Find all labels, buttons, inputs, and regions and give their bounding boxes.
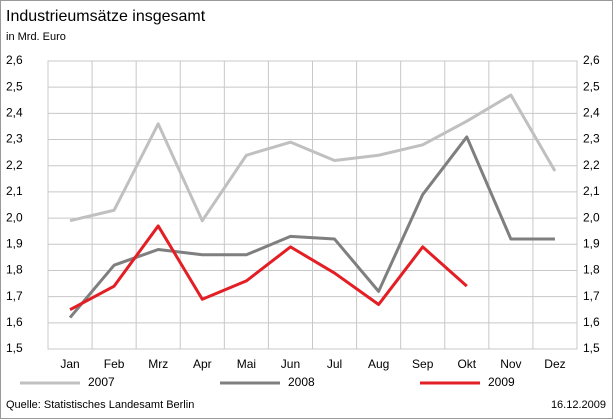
chart-subtitle: in Mrd. Euro	[6, 31, 66, 43]
legend-label: 2009	[488, 375, 515, 389]
x-tick-label: Apr	[193, 357, 212, 371]
x-tick-label: Okt	[457, 357, 476, 371]
x-tick-label: Feb	[104, 357, 125, 371]
y2-tick-label: 2,2	[583, 158, 600, 172]
y2-tick-label: 2,6	[583, 53, 600, 67]
x-tick-label: Mrz	[148, 357, 168, 371]
date: 16.12.2009	[551, 399, 606, 411]
y2-tick-label: 2,0	[583, 210, 600, 224]
chart-title: Industrieumsätze insgesamt	[6, 8, 206, 25]
y2-tick-label: 1,6	[583, 315, 600, 329]
legend-label: 2008	[288, 375, 315, 389]
y-tick-label: 2,5	[6, 79, 23, 93]
y-tick-label: 2,0	[6, 210, 23, 224]
y-tick-label: 2,2	[6, 158, 23, 172]
x-tick-label: Jun	[281, 357, 300, 371]
y-tick-label: 1,8	[6, 263, 23, 277]
y2-tick-label: 1,7	[583, 289, 600, 303]
x-tick-label: Dez	[544, 357, 565, 371]
y2-tick-label: 2,1	[583, 184, 600, 198]
y-tick-label: 2,1	[6, 184, 23, 198]
x-tick-label: Jul	[327, 357, 342, 371]
x-tick-label: Jan	[60, 357, 79, 371]
y2-tick-label: 2,5	[583, 79, 600, 93]
y2-tick-label: 2,3	[583, 132, 600, 146]
legend-label: 2007	[88, 375, 115, 389]
y-tick-label: 2,3	[6, 132, 23, 146]
y2-tick-label: 1,8	[583, 263, 600, 277]
y-tick-label: 1,9	[6, 236, 23, 250]
x-tick-label: Mai	[237, 357, 256, 371]
y2-tick-label: 1,5	[583, 341, 600, 355]
series-line	[68, 135, 555, 319]
y-tick-label: 1,6	[6, 315, 23, 329]
x-tick-label: Aug	[368, 357, 389, 371]
source: Quelle: Statistisches Landesamt Berlin	[6, 399, 194, 411]
x-tick-label: Sep	[412, 357, 434, 371]
y-tick-label: 1,7	[6, 289, 23, 303]
y2-tick-label: 2,4	[583, 106, 600, 120]
y2-tick-label: 1,9	[583, 236, 600, 250]
series-line	[69, 224, 468, 312]
y-tick-label: 2,6	[6, 53, 23, 67]
y-tick-label: 1,5	[6, 341, 23, 355]
x-tick-label: Nov	[500, 357, 521, 371]
y-tick-label: 2,4	[6, 106, 23, 120]
series-line	[69, 93, 557, 223]
